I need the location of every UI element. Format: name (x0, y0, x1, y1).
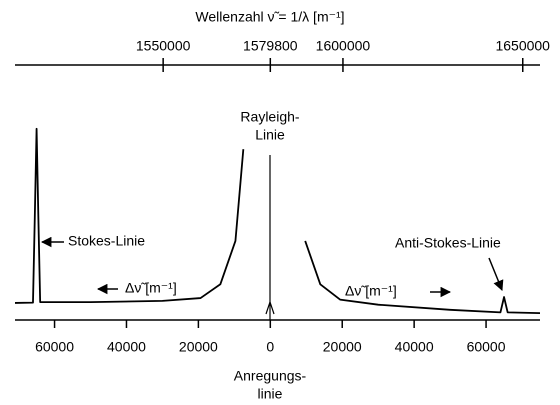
x-tick-label: 60000 (467, 339, 506, 355)
delta-label: Δν̃ [m⁻¹] (345, 283, 397, 299)
delta-label: Δν̃ [m⁻¹] (125, 280, 177, 296)
x-tick-label: 60000 (35, 339, 74, 355)
x-tick-label: 40000 (395, 339, 434, 355)
excitation-label: linie (258, 386, 283, 402)
x2-tick-label: 1600000 (316, 38, 371, 54)
x2-tick-label: 1650000 (495, 38, 550, 54)
excitation-arrow (265, 300, 275, 315)
x2-tick-label: 1550000 (136, 38, 191, 54)
x-tick-label: 20000 (323, 339, 362, 355)
anti-stokes-arrow (488, 257, 504, 291)
rayleigh-label: Rayleigh- (240, 109, 299, 125)
anti-stokes-label: Anti-Stokes-Linie (395, 235, 501, 251)
x-tick-label: 40000 (107, 339, 146, 355)
rayleigh-label: Linie (255, 127, 285, 143)
x-tick-label: 20000 (179, 339, 218, 355)
excitation-label: Anregungs- (234, 368, 307, 384)
x2-tick-label: 1579800 (243, 38, 298, 54)
top-axis-label: Wellenzahl ν̃ = 1/λ [m⁻¹] (195, 9, 344, 25)
stokes-label: Stokes-Linie (68, 233, 145, 249)
spectrum-line (14, 127, 541, 315)
x-tick-label: 0 (266, 339, 274, 355)
